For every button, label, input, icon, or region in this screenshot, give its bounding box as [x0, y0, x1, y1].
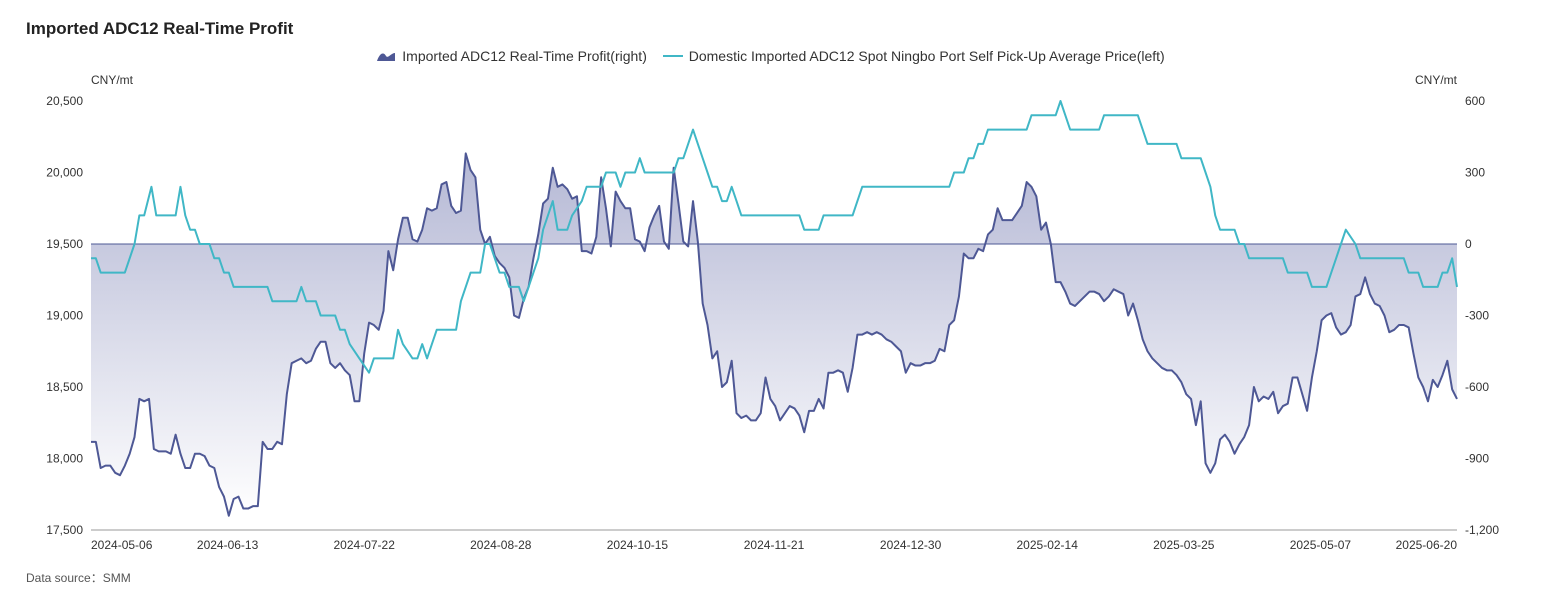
right-axis-tick-label: -900	[1465, 452, 1489, 466]
legend-label-profit: Imported ADC12 Real-Time Profit(right)	[402, 48, 647, 64]
x-axis-tick-label: 2025-06-20	[1396, 538, 1458, 552]
right-axis-tick-label: -1,200	[1465, 523, 1499, 537]
x-axis-tick-label: 2024-08-28	[470, 538, 532, 552]
left-axis-tick-label: 19,000	[46, 309, 83, 323]
profit-series-line	[91, 152, 1458, 517]
left-axis-tick-label: 18,500	[46, 380, 83, 394]
x-axis-tick-label: 2024-12-30	[880, 538, 942, 552]
chart-title: Imported ADC12 Real-Time Profit	[26, 19, 294, 38]
x-axis-tick-label: 2024-06-13	[197, 538, 259, 552]
x-axis-tick-label: 2025-03-25	[1153, 538, 1215, 552]
right-axis-unit: CNY/mt	[1415, 73, 1457, 87]
right-axis-tick-label: -600	[1465, 380, 1489, 394]
profit-area	[91, 153, 1457, 516]
right-axis-tick-label: 600	[1465, 94, 1485, 108]
right-axis-tick-label: -300	[1465, 309, 1489, 323]
x-axis-tick-label: 2024-07-22	[334, 538, 396, 552]
x-axis-tick-label: 2024-11-21	[744, 538, 805, 552]
left-axis-tick-label: 17,500	[46, 523, 83, 537]
legend-item-price[interactable]: Domestic Imported ADC12 Spot Ningbo Port…	[662, 48, 1165, 64]
right-axis-tick-label: 300	[1465, 166, 1485, 180]
left-axis-unit: CNY/mt	[91, 73, 133, 87]
legend-swatch-line-icon	[662, 55, 683, 57]
legend-label-price: Domestic Imported ADC12 Spot Ningbo Port…	[688, 48, 1165, 64]
left-axis-tick-label: 18,000	[46, 452, 83, 466]
x-axis-tick-label: 2025-05-07	[1290, 538, 1352, 552]
x-axis-tick-label: 2024-05-06	[91, 538, 153, 552]
x-axis-tick-label: 2025-02-14	[1017, 538, 1079, 552]
price-series-line	[91, 100, 1458, 374]
legend-swatch-area-icon	[377, 53, 396, 61]
left-axis-tick-label: 20,000	[46, 166, 83, 180]
x-axis-tick-label: 2024-10-15	[607, 538, 669, 552]
left-axis-tick-label: 20,500	[46, 94, 83, 108]
right-axis-tick-label: 0	[1465, 237, 1472, 251]
legend-item-profit[interactable]: Imported ADC12 Real-Time Profit(right)	[376, 48, 647, 64]
data-source: Data source：SMM	[26, 571, 131, 585]
left-axis-tick-label: 19,500	[46, 237, 83, 251]
legend: Imported ADC12 Real-Time Profit(right) D…	[0, 48, 1541, 65]
